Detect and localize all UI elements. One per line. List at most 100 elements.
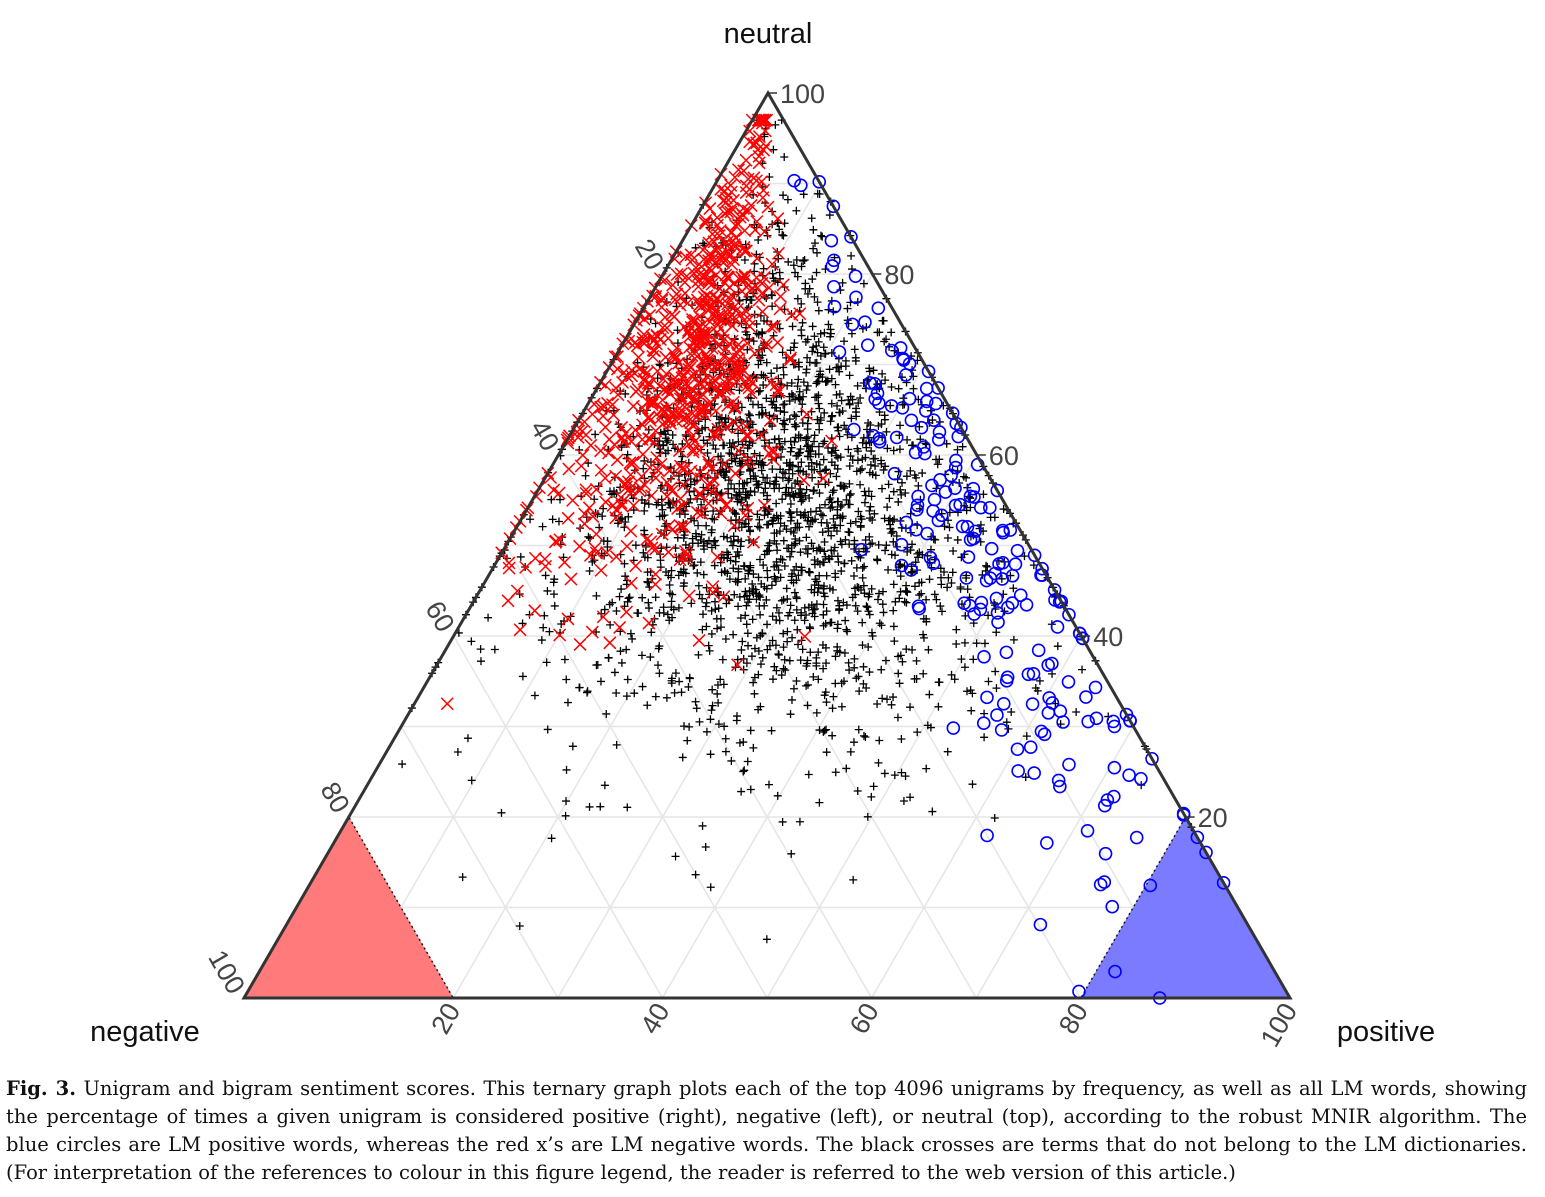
- point-lm-positive: [1129, 830, 1144, 845]
- point-term: [702, 727, 711, 736]
- point-term: [638, 593, 647, 602]
- point-term: [752, 633, 761, 642]
- point-term: [806, 648, 815, 657]
- point-term: [617, 585, 626, 594]
- point-term: [497, 808, 506, 817]
- point-term: [843, 627, 852, 636]
- point-lm-negative: [642, 616, 656, 630]
- point-term: [944, 573, 953, 582]
- point-term: [912, 674, 921, 683]
- point-lm-negative: [816, 471, 830, 485]
- point-term: [859, 581, 868, 590]
- point-term: [897, 734, 906, 743]
- point-lm-negative: [686, 442, 700, 456]
- point-term: [864, 607, 873, 616]
- point-lm-negative: [667, 407, 681, 421]
- point-lm-positive: [959, 571, 974, 585]
- point-lm-negative: [629, 559, 643, 573]
- point-term: [721, 473, 730, 482]
- point-term: [943, 747, 952, 756]
- point-lm-negative: [552, 486, 566, 500]
- point-term: [484, 613, 493, 622]
- point-lm-positive: [1143, 878, 1158, 893]
- point-lm-positive: [951, 429, 966, 444]
- point-term: [888, 527, 897, 536]
- point-term: [865, 668, 874, 677]
- point-term: [788, 633, 797, 642]
- point-term: [772, 473, 781, 482]
- point-term: [593, 660, 602, 669]
- point-term: [753, 510, 762, 519]
- grid-line: [766, 545, 1030, 999]
- point-lm-positive: [995, 572, 1010, 586]
- point-lm-negative: [718, 237, 732, 251]
- point-term: [760, 601, 769, 610]
- point-term: [699, 239, 708, 248]
- point-term: [752, 595, 761, 604]
- point-lm-positive: [826, 199, 841, 214]
- point-term: [845, 666, 854, 675]
- point-lm-negative: [647, 436, 661, 450]
- point-term: [959, 472, 968, 481]
- point-term: [584, 532, 593, 541]
- point-term: [762, 584, 771, 593]
- point-lm-negative: [675, 462, 689, 476]
- point-term: [822, 659, 831, 668]
- point-term: [831, 521, 840, 530]
- point-term: [731, 557, 740, 566]
- point-lm-positive: [872, 396, 886, 411]
- point-term: [736, 613, 745, 622]
- point-lm-negative: [723, 310, 737, 324]
- point-term: [813, 377, 822, 386]
- point-term: [706, 715, 715, 724]
- point-term: [802, 436, 811, 445]
- point-term: [737, 787, 746, 796]
- point-term: [821, 480, 830, 489]
- point-term: [783, 637, 792, 646]
- point-term: [550, 601, 559, 610]
- point-lm-negative: [602, 446, 616, 460]
- point-lm-negative: [736, 201, 750, 215]
- point-term: [749, 570, 758, 579]
- point-term: [827, 348, 836, 357]
- point-term: [913, 728, 922, 737]
- point-term: [755, 523, 764, 532]
- point-lm-negative: [692, 633, 706, 647]
- point-term: [928, 807, 937, 816]
- point-lm-positive: [1106, 714, 1121, 729]
- point-term: [770, 536, 779, 545]
- point-term: [808, 347, 817, 356]
- point-term: [739, 738, 748, 747]
- point-term: [786, 437, 795, 446]
- point-lm-positive: [847, 422, 861, 437]
- point-lm-negative: [727, 253, 741, 267]
- point-term: [740, 520, 749, 529]
- point-term: [894, 669, 903, 678]
- point-term: [745, 335, 754, 344]
- point-term: [980, 709, 989, 718]
- point-term: [1009, 635, 1018, 644]
- grid-line: [400, 726, 559, 999]
- point-term: [852, 412, 861, 421]
- point-lm-positive: [926, 413, 941, 428]
- point-lm-positive: [1045, 696, 1060, 710]
- point-lm-negative: [662, 413, 676, 427]
- point-term: [966, 503, 975, 512]
- point-term: [716, 623, 725, 632]
- point-term: [732, 716, 741, 725]
- point-lm-positive: [911, 489, 925, 504]
- point-lm-negative: [626, 399, 640, 413]
- point-term: [856, 466, 865, 475]
- point-term: [540, 611, 549, 620]
- point-term: [786, 552, 795, 561]
- point-term: [596, 802, 605, 811]
- point-term: [787, 695, 796, 704]
- point-lm-negative: [566, 493, 580, 507]
- point-term: [815, 798, 824, 807]
- point-term: [814, 648, 823, 657]
- point-term: [770, 529, 779, 538]
- point-lm-negative: [763, 413, 777, 427]
- point-term: [787, 378, 796, 387]
- point-lm-negative: [784, 351, 798, 365]
- point-term: [749, 743, 758, 752]
